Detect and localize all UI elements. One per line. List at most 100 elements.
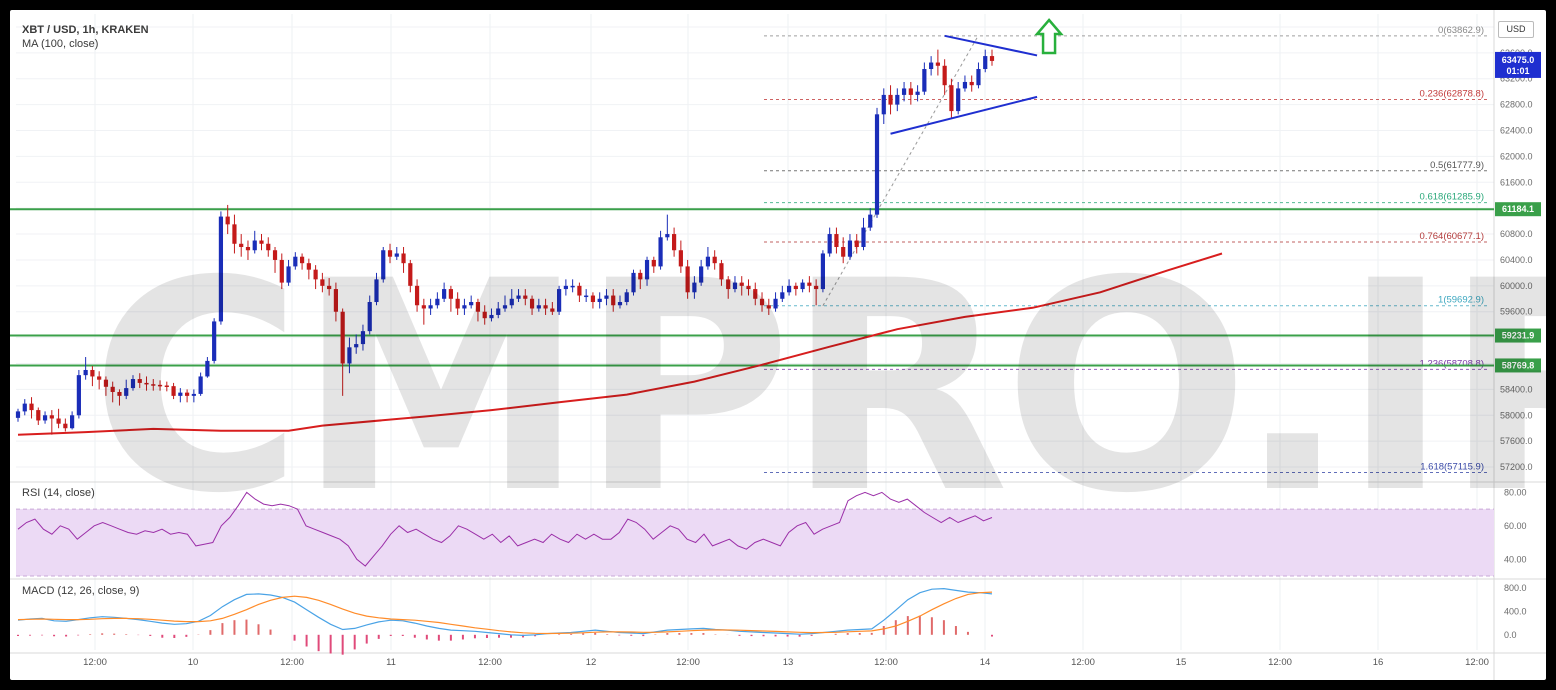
candle-body	[151, 384, 156, 386]
price-tick-label: 59600.0	[1500, 307, 1533, 317]
candle-body	[374, 279, 379, 303]
candle-body	[313, 269, 318, 280]
candle-body	[780, 292, 785, 299]
fib-level-label: 0.618(61285.9)	[1420, 192, 1484, 203]
candle-body	[320, 279, 325, 286]
time-axis[interactable]: 12:00 10 12:00 11 12:00 12 12:00 13 12:00 14 12:00…	[83, 657, 1489, 668]
candle-body	[550, 308, 555, 312]
candle-body	[117, 391, 122, 396]
candle-body	[672, 234, 677, 251]
ma-100-line	[17, 252, 1223, 436]
candle-body	[638, 272, 643, 280]
candle-body	[604, 295, 609, 299]
candle-body	[144, 382, 149, 385]
candle-body	[651, 259, 656, 267]
rsi-tick-label: 60.00	[1504, 521, 1527, 531]
drawings[interactable]	[890, 18, 1064, 135]
time-tick-label: 12:00	[1071, 657, 1095, 668]
candle-body	[658, 237, 663, 267]
trading-chart[interactable]: 0(63862.9) 0.236(62878.8) 0.5(61777.9) 0.61…	[10, 10, 1546, 680]
fib-trend-line	[822, 35, 979, 306]
candle-body	[746, 285, 751, 290]
fib-level-label: 0.764(60677.1)	[1420, 231, 1484, 242]
candle-body	[448, 289, 453, 299]
support-resistance-lines[interactable]	[10, 208, 1494, 367]
candle-body	[888, 94, 893, 105]
candle-body	[766, 305, 771, 309]
candle-body	[83, 369, 88, 376]
time-tick-label: 11	[386, 657, 396, 668]
candle-body	[854, 240, 859, 247]
time-tick-label: 15	[1176, 657, 1187, 668]
bar-countdown-label: 01:01	[1506, 66, 1529, 76]
candle-body	[874, 114, 880, 215]
fib-level-label: 1(59692.9)	[1438, 295, 1484, 306]
price-axis[interactable]: 64000.063600.063200.062800.062400.062000…	[1495, 22, 1541, 640]
candle-body	[962, 81, 968, 89]
candle-body	[678, 250, 683, 267]
time-tick-label: 12:00	[83, 657, 107, 668]
macd-line	[17, 587, 993, 637]
fib-level-label: 0.5(61777.9)	[1430, 160, 1484, 171]
candle-body	[827, 234, 832, 254]
candle-body	[36, 410, 41, 421]
candle-body	[861, 227, 866, 247]
time-tick-label: 14	[980, 657, 991, 668]
price-tick-label: 62800.0	[1500, 100, 1533, 110]
rsi-legend[interactable]: RSI (14, close)	[22, 487, 95, 499]
candle-body	[847, 240, 853, 257]
candle-body	[523, 295, 528, 299]
candle-body	[786, 285, 792, 293]
candle-body	[665, 234, 670, 238]
rsi-line	[17, 491, 993, 567]
candle-body	[922, 69, 927, 92]
candle-body	[712, 256, 717, 264]
candle-body	[29, 403, 34, 411]
candle-body	[753, 289, 758, 299]
candle-body	[401, 253, 406, 264]
ma-legend[interactable]: MA (100, close)	[22, 38, 99, 50]
candle-body	[63, 423, 68, 429]
candle-body	[428, 305, 433, 309]
macd-legend[interactable]: MACD (12, 26, close, 9)	[22, 585, 140, 597]
candle-body	[90, 369, 95, 377]
rsi-tick-label: 80.00	[1504, 487, 1527, 497]
symbol-title[interactable]: XBT / USD, 1h, KRAKEN	[22, 24, 149, 36]
currency-button[interactable]: USD	[1498, 21, 1534, 38]
candle-body	[570, 285, 575, 288]
price-tick-label: 58000.0	[1500, 410, 1533, 420]
candle-body	[597, 298, 602, 303]
candle-body	[130, 379, 136, 389]
candle-body	[225, 216, 230, 225]
candle-body	[97, 376, 102, 380]
candle-body	[198, 376, 203, 394]
candle-body	[22, 403, 27, 412]
support-price-tag-label: 59231.9	[1502, 331, 1535, 341]
candle-body	[205, 360, 210, 377]
grid	[10, 10, 1546, 680]
candle-body	[252, 240, 257, 251]
candle-body	[157, 384, 163, 387]
fibonacci-retracement[interactable]: 0(63862.9) 0.236(62878.8) 0.5(61777.9) 0.61…	[764, 25, 1488, 473]
signal-line	[17, 591, 993, 635]
candle-body	[841, 247, 846, 257]
fib-level-label: 0.236(62878.8)	[1420, 89, 1484, 100]
moving-average	[17, 252, 1223, 436]
candle-body	[218, 216, 224, 322]
candle-body	[455, 298, 460, 309]
candle-body	[807, 282, 812, 286]
candle-body	[543, 305, 548, 309]
candle-body	[814, 285, 819, 290]
support-price-tag	[1495, 328, 1541, 343]
candle-body	[110, 386, 115, 392]
candle-body	[124, 388, 129, 396]
support-price-tag-label: 61184.1	[1502, 204, 1534, 214]
last-price-tag	[1495, 51, 1541, 78]
candle-body	[509, 298, 514, 306]
time-tick-label: 10	[188, 657, 199, 668]
candle-body	[49, 415, 54, 419]
candle-body	[577, 285, 582, 296]
candle-body	[739, 282, 744, 286]
candle-body	[983, 56, 988, 70]
candle-body	[759, 298, 765, 306]
